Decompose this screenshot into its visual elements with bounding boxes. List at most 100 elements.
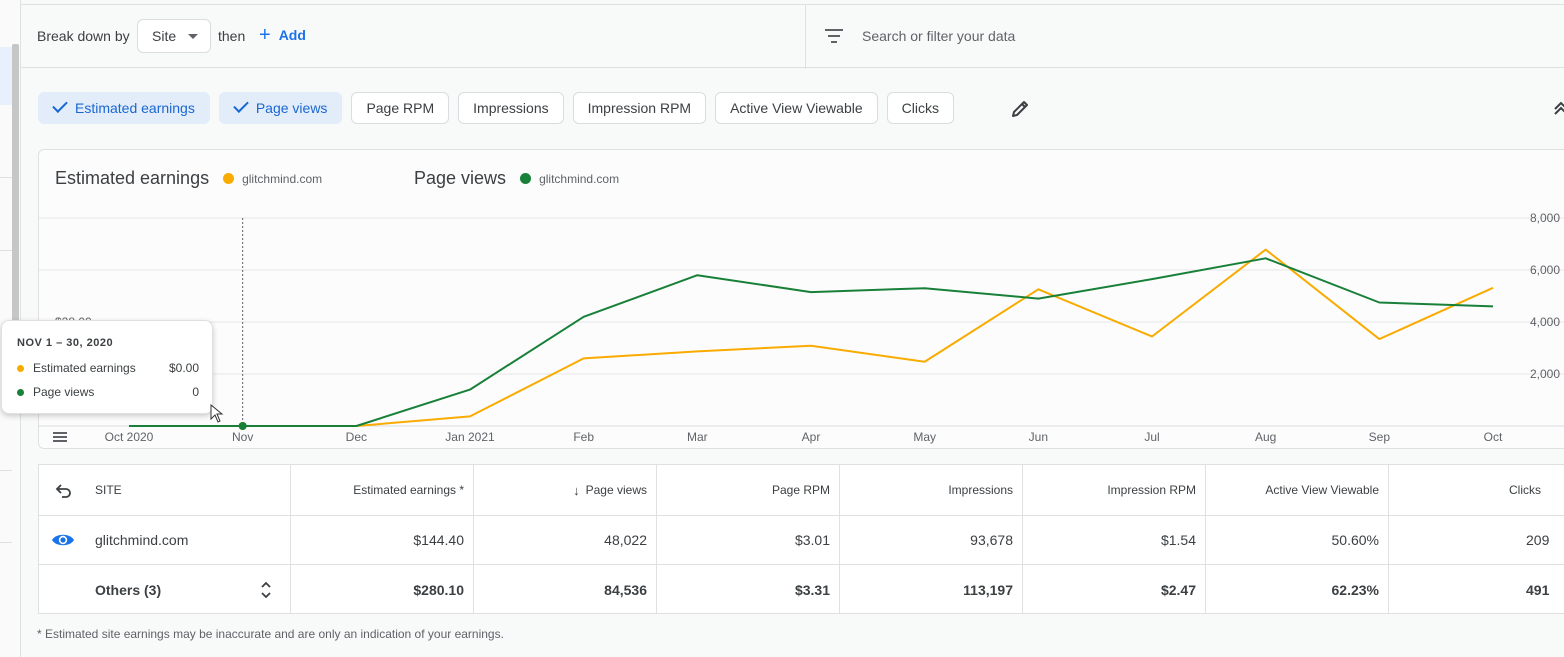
impressions-cell: 113,197 [840, 565, 1023, 614]
legend-title: Page views [414, 168, 507, 188]
chart-card: Estimated earnings glitchmind.com Page v… [38, 149, 1564, 449]
search-filter-input[interactable]: Search or filter your data [862, 28, 1016, 44]
column-label: Page RPM [771, 483, 830, 497]
x-tick-label: Apr [802, 430, 821, 444]
series-line-page-views[interactable] [129, 257, 1494, 427]
add-breakdown-button[interactable]: + Add [259, 24, 306, 46]
check-icon [233, 97, 249, 113]
site-name: Others (3) [95, 581, 162, 598]
column-header-clicks[interactable]: Clicks [1389, 465, 1564, 515]
column-label: Estimated earnings * [353, 483, 464, 497]
metric-chips: Estimated earnings Page views Page RPM Impr… [38, 92, 954, 125]
column-header-active-view[interactable]: Active View Viewable [1206, 465, 1389, 515]
caret-down-icon [188, 34, 198, 39]
data-point[interactable] [238, 422, 247, 430]
metric-chip-estimated-earnings[interactable]: Estimated earnings [38, 92, 210, 124]
plus-icon: + [259, 24, 271, 46]
column-header-page-rpm[interactable]: Page RPM [657, 465, 840, 515]
page-views-cell: 48,022 [474, 516, 657, 564]
eye-icon[interactable] [51, 531, 75, 549]
tooltip-date: NOV 1 – 30, 2020 [17, 337, 114, 349]
impressions-cell: 93,678 [840, 516, 1023, 564]
filter-icon[interactable] [825, 29, 843, 43]
undo-icon[interactable] [55, 481, 73, 499]
tooltip-label: Estimated earnings [33, 361, 136, 375]
legend-site: glitchmind.com [242, 171, 323, 186]
left-divider [0, 470, 12, 471]
left-divider [0, 177, 12, 178]
menu-icon[interactable] [53, 432, 67, 443]
left-divider [0, 250, 12, 251]
expand-icon[interactable] [261, 580, 271, 600]
metric-chip-impression-rpm[interactable]: Impression RPM [572, 92, 707, 124]
x-tick-label: Sep [1369, 430, 1391, 444]
tooltip-row-earnings: Estimated earnings $0.00 [17, 361, 199, 375]
data-table: SITE Estimated earnings * ↓ Page views Pa… [38, 464, 1564, 614]
left-strip-highlight [0, 47, 12, 105]
x-tick-label: Oct [1484, 430, 1503, 444]
metric-chip-page-rpm[interactable]: Page RPM [351, 92, 450, 124]
left-divider [0, 542, 12, 543]
toolbar-divider [805, 5, 806, 69]
site-cell: Others (3) [39, 565, 291, 614]
chip-label: Impression RPM [587, 100, 692, 116]
impression-rpm-cell: $2.47 [1023, 565, 1206, 614]
tooltip-dot [17, 388, 24, 396]
column-label: Page views [585, 483, 647, 497]
x-tick-label: Mar [687, 430, 708, 444]
column-label: SITE [95, 483, 122, 497]
then-label: then [218, 28, 246, 44]
y-right-tick: 6,000 [1530, 263, 1560, 277]
metric-chip-clicks[interactable]: Clicks [886, 92, 954, 124]
chevron-up-icon[interactable] [1551, 100, 1564, 116]
x-tick-label: Jul [1144, 430, 1159, 444]
column-header-page-views[interactable]: ↓ Page views [474, 465, 657, 515]
scrollbar[interactable] [12, 44, 19, 342]
tooltip-value: 0 [192, 385, 199, 399]
legend-dot [520, 173, 532, 184]
legend-earnings[interactable]: Estimated earnings glitchmind.com [55, 168, 322, 189]
chip-label: Impressions [473, 100, 549, 116]
column-header-impression-rpm[interactable]: Impression RPM [1023, 465, 1206, 515]
table-header-row: SITE Estimated earnings * ↓ Page views Pa… [39, 465, 1564, 516]
column-header-site[interactable]: SITE [39, 465, 291, 515]
metric-chip-active-view-viewable[interactable]: Active View Viewable [715, 92, 878, 124]
mouse-cursor-icon [210, 404, 224, 423]
chip-label: Active View Viewable [730, 100, 863, 116]
report-panel: Break down by Site then + Add Search or … [20, 0, 1564, 657]
column-label: Clicks [1509, 483, 1541, 497]
report-toolbar: Break down by Site then + Add Search or … [21, 4, 1564, 69]
column-header-impressions[interactable]: Impressions [840, 465, 1023, 515]
y-right-tick: 2,000 [1530, 367, 1560, 381]
page-rpm-cell: $3.01 [657, 516, 840, 564]
tooltip-dot [17, 364, 24, 372]
table-row[interactable]: glitchmind.com $144.40 48,022 $3.01 93,6… [39, 516, 1564, 565]
check-icon [52, 97, 68, 113]
metric-chip-impressions[interactable]: Impressions [458, 92, 564, 124]
legend-site: glitchmind.com [539, 171, 620, 186]
metric-chip-page-views[interactable]: Page views [218, 92, 343, 124]
pencil-icon[interactable] [1009, 98, 1031, 120]
breakdown-select[interactable]: Site [137, 19, 211, 53]
chart-tooltip: NOV 1 – 30, 2020 Estimated earnings $0.0… [1, 320, 213, 414]
legend-page-views[interactable]: Page views glitchmind.com [414, 168, 619, 189]
chip-label: Page RPM [366, 100, 435, 116]
footnote: * Estimated site earnings may be inaccur… [37, 627, 504, 641]
series-line-estimated-earnings[interactable] [129, 248, 1494, 427]
chip-label: Page views [255, 100, 328, 116]
x-tick-label: Nov [232, 430, 253, 444]
x-tick-label: Jun [1029, 430, 1048, 444]
site-cell: glitchmind.com [39, 516, 291, 564]
tooltip-row-page-views: Page views 0 [17, 385, 199, 399]
active-view-cell: 62.23% [1206, 565, 1389, 614]
table-row[interactable]: Others (3) $280.10 84,536 $3.31 113,197 … [39, 565, 1564, 614]
add-label: Add [278, 27, 306, 43]
page-rpm-cell: $3.31 [657, 565, 840, 614]
impression-rpm-cell: $1.54 [1023, 516, 1206, 564]
column-label: Active View Viewable [1265, 483, 1379, 497]
earnings-cell: $280.10 [291, 565, 474, 614]
column-header-earnings[interactable]: Estimated earnings * [291, 465, 474, 515]
column-label: Impressions [948, 483, 1013, 497]
earnings-cell: $144.40 [291, 516, 474, 564]
